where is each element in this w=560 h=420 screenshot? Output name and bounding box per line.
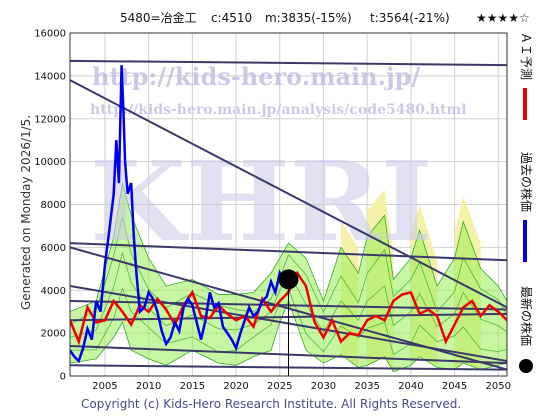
header-rating: ★★★★☆ bbox=[476, 11, 530, 25]
y-tick-label: 10000 bbox=[34, 157, 66, 168]
legend-ai-forecast-swatch bbox=[523, 88, 527, 120]
generated-date-label: Generated on Monday 2026/1/5. bbox=[19, 115, 33, 310]
plot-frame bbox=[69, 32, 508, 377]
y-tick-label: 8000 bbox=[41, 200, 66, 211]
legend-latest-price-label: 最新の株価 bbox=[519, 286, 534, 346]
legend-latest-price-marker bbox=[519, 359, 533, 373]
y-tick-label: 12000 bbox=[34, 114, 66, 125]
trend-line bbox=[70, 242, 507, 262]
plot-series-group: KHRI http://kids-hero.main.jp/http://kids… bbox=[70, 59, 507, 376]
x-tick-label: 2030 bbox=[311, 381, 336, 392]
x-tick-label: 2050 bbox=[486, 381, 511, 392]
legend-past-price-swatch bbox=[523, 220, 527, 262]
forecast-band-line bbox=[70, 251, 507, 338]
plot-area: 0 2000 4000 6000 8000 10000 12000 14000 16000 200… bbox=[34, 29, 511, 393]
copyright-text: Copyright (c) Kids-Hero Research Institu… bbox=[81, 397, 461, 411]
watermark-url: http://kids-hero.main.jp/ bbox=[92, 62, 420, 91]
x-tick-label: 2015 bbox=[180, 381, 205, 392]
x-tick-label: 2040 bbox=[398, 381, 423, 392]
x-tick-label: 2045 bbox=[442, 381, 467, 392]
header-m-value: m:3835(-15%) bbox=[265, 11, 352, 25]
x-tick-label: 2035 bbox=[354, 381, 379, 392]
latest-price-marker bbox=[278, 269, 299, 290]
watermark-url-analysis: http://kids-hero.main.jp/analysis/code54… bbox=[90, 102, 467, 118]
y-tick-label: 6000 bbox=[41, 243, 66, 254]
y-tick-label: 2000 bbox=[41, 329, 66, 340]
watermark-khri: KHRI bbox=[90, 137, 432, 266]
x-tick-label: 2005 bbox=[92, 381, 117, 392]
legend-ai-forecast-label: ＡＩ予測 bbox=[519, 32, 533, 80]
y-tick-label: 0 bbox=[60, 372, 66, 383]
header-code-name: 5480=冶金工 bbox=[120, 10, 197, 25]
forecast-band-line bbox=[70, 287, 507, 356]
past-price-line bbox=[70, 65, 290, 364]
forecast-band-line bbox=[70, 216, 507, 325]
legend-past-price-label: 過去の株価 bbox=[519, 152, 534, 212]
trend-line bbox=[70, 79, 507, 309]
y-tick-label: 14000 bbox=[34, 71, 66, 82]
forecast-band-upper bbox=[70, 182, 507, 313]
trend-line bbox=[70, 59, 507, 67]
header-t-value: t:3564(-21%) bbox=[370, 11, 450, 25]
header-current-value: c:4510 bbox=[211, 11, 252, 25]
y-tick-label: 4000 bbox=[41, 286, 66, 297]
legend: ＡＩ予測 過去の株価 最新の株価 bbox=[519, 32, 534, 373]
x-tick-label: 2020 bbox=[223, 381, 248, 392]
y-tick-label: 16000 bbox=[34, 29, 66, 40]
x-tick-label: 2010 bbox=[136, 381, 161, 392]
x-tick-label: 2025 bbox=[267, 381, 292, 392]
